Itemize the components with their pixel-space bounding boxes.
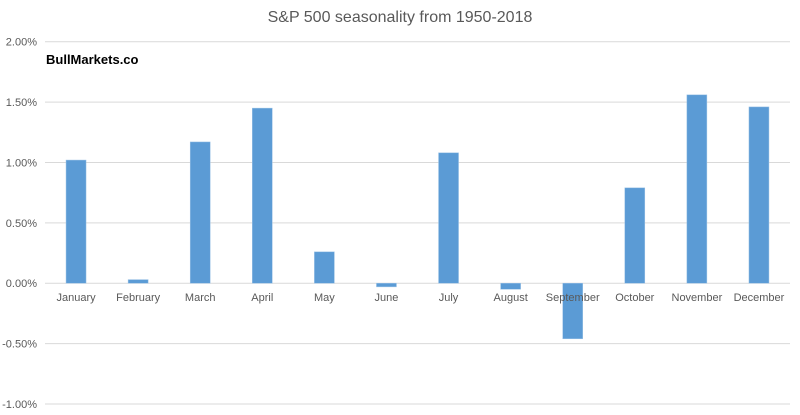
bar-june — [376, 282, 397, 288]
bar-february — [127, 279, 149, 284]
x-tick-label: March — [185, 292, 216, 304]
y-tick-label: 1.50% — [6, 97, 37, 109]
x-tick-label: September — [546, 292, 600, 304]
bar-august — [500, 282, 521, 290]
y-tick-label: 1.00% — [6, 157, 37, 169]
bar-march — [189, 141, 211, 284]
watermark: BullMarkets.co — [46, 52, 139, 67]
chart-title: S&P 500 seasonality from 1950-2018 — [268, 9, 533, 26]
x-tick-label: May — [314, 292, 335, 304]
bar-may — [314, 251, 335, 284]
y-tick-label: 2.00% — [6, 37, 37, 49]
x-tick-label: July — [439, 292, 459, 304]
x-tick-label: December — [734, 292, 785, 304]
bar-january — [65, 159, 87, 284]
bar-april — [252, 107, 273, 284]
x-tick-label: February — [116, 292, 161, 304]
gridlines — [45, 41, 790, 405]
bar-november — [686, 94, 708, 284]
x-tick-label: August — [494, 292, 528, 304]
bar-july — [438, 152, 459, 284]
y-tick-label: 0.00% — [6, 278, 37, 290]
bars — [65, 94, 770, 340]
y-axis: 2.00% 1.50% 1.00% 0.50% 0.00% -0.50% -1.00% — [2, 37, 37, 411]
x-tick-label: June — [375, 292, 399, 304]
x-tick-label: April — [251, 292, 273, 304]
y-tick-label: 0.50% — [6, 218, 37, 230]
x-axis: January February March April May June July Augu… — [56, 292, 784, 304]
y-tick-label: -1.00% — [2, 399, 37, 411]
x-tick-label: October — [615, 292, 654, 304]
x-tick-label: January — [56, 292, 96, 304]
bar-october — [624, 187, 646, 284]
x-tick-label: November — [672, 292, 723, 304]
y-tick-label: -0.50% — [2, 339, 37, 351]
bar-september — [562, 282, 583, 340]
bar-december — [748, 106, 770, 284]
